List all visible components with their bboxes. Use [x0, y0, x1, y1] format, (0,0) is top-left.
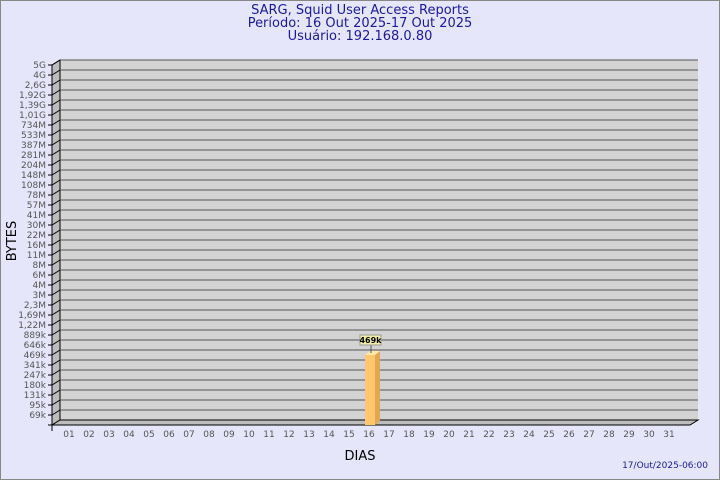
x-tick-label: 25 [543, 430, 554, 440]
y-tick-label: 6M [33, 271, 47, 281]
x-tick-label: 17 [383, 430, 394, 440]
y-tick-label: 734M [21, 121, 46, 131]
y-tick-label: 1,69M [18, 311, 46, 321]
y-tick-label: 180k [24, 381, 47, 391]
y-tick-label: 4G [33, 71, 46, 81]
x-tick-label: 05 [143, 430, 154, 440]
x-axis-label: DIAS [345, 449, 376, 464]
x-tick-label: 03 [103, 430, 114, 440]
y-tick-label: 1,01G [19, 111, 46, 121]
y-tick-label: 2,3M [24, 301, 46, 311]
y-tick-label: 469k [24, 351, 47, 361]
generated-timestamp: 17/Out/2025-06:00 [622, 461, 708, 471]
chart-user: Usuário: 192.168.0.80 [287, 29, 433, 44]
x-tick-label: 06 [163, 430, 175, 440]
x-tick-label: 09 [223, 430, 235, 440]
x-tick-label: 22 [483, 430, 494, 440]
x-tick-label: 31 [663, 430, 674, 440]
y-tick-label: 78M [27, 191, 46, 201]
data-label: 469k [359, 336, 382, 345]
y-tick-label: 69k [29, 411, 46, 421]
x-tick-label: 14 [323, 430, 335, 440]
y-tick-label: 95k [29, 401, 46, 411]
x-tick-label: 10 [243, 430, 255, 440]
x-tick-label: 15 [343, 430, 354, 440]
chart-period: Período: 16 Out 2025-17 Out 2025 [247, 16, 473, 31]
x-tick-label: 11 [263, 430, 274, 440]
y-tick-label: 281M [21, 151, 46, 161]
y-tick-label: 247k [24, 371, 47, 381]
y-tick-label: 1,92G [19, 91, 46, 101]
x-tick-label: 23 [503, 430, 514, 440]
x-tick-label: 08 [203, 430, 215, 440]
y-tick-label: 3M [33, 291, 47, 301]
x-tick-label: 28 [603, 430, 615, 440]
y-tick-label: 204M [21, 161, 46, 171]
y-axis-label: BYTES [5, 221, 20, 262]
y-tick-label: 57M [27, 201, 46, 211]
y-tick-label: 22M [27, 231, 46, 241]
y-tick-label: 889k [24, 331, 47, 341]
x-tick-label: 20 [443, 430, 455, 440]
y-tick-label: 30M [27, 221, 46, 231]
x-tick-label: 29 [623, 430, 635, 440]
bar [365, 355, 375, 425]
x-tick-label: 27 [583, 430, 594, 440]
x-tick-label: 21 [463, 430, 474, 440]
x-tick-label: 12 [283, 430, 294, 440]
x-tick-label: 01 [63, 430, 74, 440]
x-tick-label: 30 [643, 430, 655, 440]
y-tick-label: 387M [21, 141, 46, 151]
x-tick-label: 24 [523, 430, 535, 440]
y-tick-label: 16M [27, 241, 46, 251]
y-tick-label: 533M [21, 131, 46, 141]
bar-top [365, 351, 380, 355]
y-tick-label: 148M [21, 171, 46, 181]
y-tick-label: 341k [24, 361, 47, 371]
y-tick-label: 108M [21, 181, 46, 191]
x-tick-label: 16 [363, 430, 375, 440]
y-tick-label: 5G [33, 61, 46, 71]
y-tick-label: 11M [27, 251, 46, 261]
x-tick-label: 18 [403, 430, 415, 440]
y-tick-label: 1,22M [18, 321, 46, 331]
x-tick-label: 07 [183, 430, 194, 440]
y-tick-label: 2,6G [25, 81, 46, 91]
x-tick-label: 13 [303, 430, 314, 440]
y-tick-label: 646k [24, 341, 47, 351]
bar-side [375, 351, 380, 425]
y-tick-label: 1,39G [19, 101, 46, 111]
y-tick-label: 41M [27, 211, 46, 221]
y-tick-label: 131k [24, 391, 47, 401]
x-tick-label: 04 [123, 430, 135, 440]
x-tick-label: 26 [563, 430, 575, 440]
y-tick-label: 8M [33, 261, 47, 271]
chart-title: SARG, Squid User Access Reports [251, 3, 469, 18]
data-label-box [359, 334, 382, 346]
x-tick-label: 02 [83, 430, 94, 440]
y-tick-label: 4M [33, 281, 47, 291]
x-tick-label: 19 [423, 430, 435, 440]
